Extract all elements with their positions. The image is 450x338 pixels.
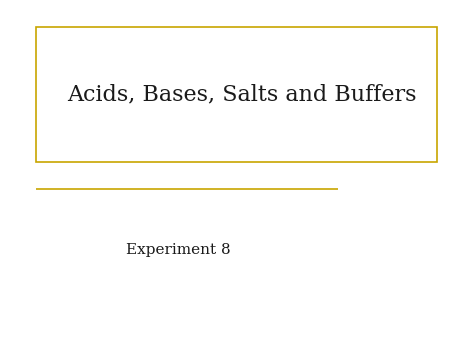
Bar bbox=[36, 27, 436, 162]
Text: Acids, Bases, Salts and Buffers: Acids, Bases, Salts and Buffers bbox=[68, 83, 417, 106]
Text: Experiment 8: Experiment 8 bbox=[126, 243, 230, 257]
